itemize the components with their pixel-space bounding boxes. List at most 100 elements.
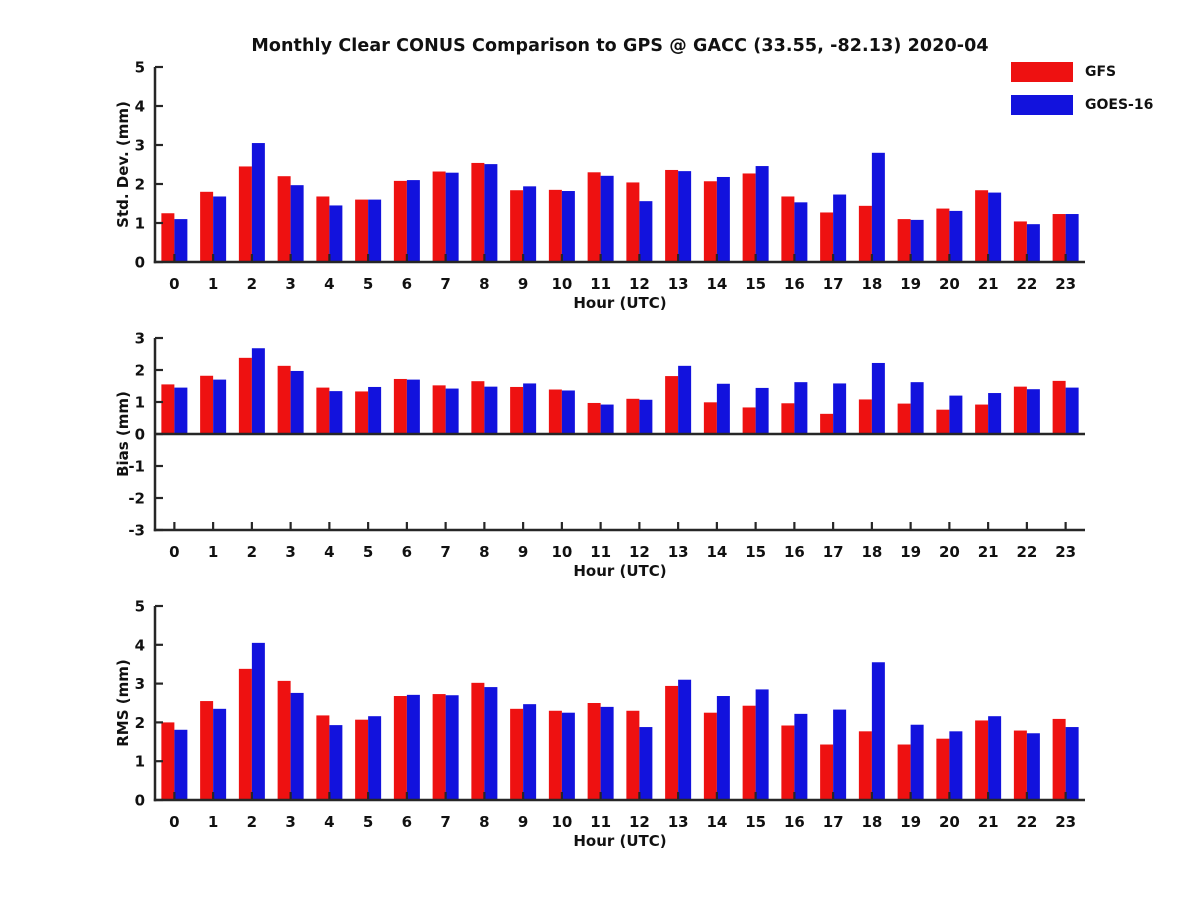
bar-gfs: [781, 403, 795, 434]
bar-goes16: [949, 210, 963, 262]
bar-gfs: [548, 710, 562, 800]
bar-goes16: [368, 716, 382, 800]
bar-goes16: [755, 387, 769, 434]
x-tick-label: 22: [1016, 275, 1037, 293]
x-tick-label: 4: [324, 813, 334, 831]
bar-gfs: [355, 719, 369, 800]
bar-gfs: [161, 722, 175, 800]
legend-label-gfs: GFS: [1085, 63, 1117, 80]
bar-gfs: [1052, 214, 1066, 262]
x-tick-label: 14: [706, 275, 727, 293]
bar-goes16: [716, 696, 730, 800]
x-tick-label: 8: [479, 275, 489, 293]
bar-gfs: [393, 378, 407, 434]
bar-gfs: [393, 696, 407, 800]
bar-gfs: [238, 357, 252, 434]
x-tick-label: 1: [208, 543, 218, 561]
x-tick-label: 10: [551, 543, 572, 561]
bar-gfs: [897, 219, 911, 262]
bar-gfs: [781, 196, 795, 262]
bar-goes16: [1065, 214, 1079, 262]
bar-goes16: [639, 727, 653, 800]
bar-gfs: [858, 399, 872, 434]
x-tick-label: 13: [668, 813, 689, 831]
bar-goes16: [484, 687, 498, 800]
x-tick-label: 5: [363, 813, 373, 831]
bar-goes16: [329, 391, 343, 434]
bar-goes16: [1065, 387, 1079, 434]
x-tick-label: 14: [706, 813, 727, 831]
y-tick-label: 5: [135, 598, 145, 616]
bar-goes16: [678, 679, 692, 800]
axis-label-y: Std. Dev. (mm): [114, 101, 132, 228]
bar-gfs: [200, 191, 214, 262]
x-tick-label: 4: [324, 275, 334, 293]
bar-goes16: [368, 199, 382, 262]
bar-goes16: [755, 166, 769, 262]
bar-gfs: [936, 409, 950, 434]
bar-goes16: [251, 642, 265, 800]
x-tick-label: 6: [402, 275, 412, 293]
bar-gfs: [1013, 730, 1027, 800]
y-tick-label: 4: [135, 636, 145, 654]
bar-gfs: [510, 386, 524, 434]
x-tick-label: 15: [745, 543, 766, 561]
bar-goes16: [368, 386, 382, 434]
bar-gfs: [471, 682, 485, 800]
bar-goes16: [329, 725, 343, 800]
bar-gfs: [587, 402, 601, 434]
x-tick-label: 16: [784, 275, 805, 293]
bar-goes16: [1065, 727, 1079, 800]
x-tick-label: 21: [978, 813, 999, 831]
bar-goes16: [251, 143, 265, 262]
bar-gfs: [1013, 386, 1027, 434]
bar-goes16: [445, 695, 459, 800]
bar-goes16: [910, 724, 924, 800]
axis-label-x: Hour (UTC): [573, 832, 666, 850]
bar-gfs: [703, 181, 717, 262]
bar-gfs: [626, 710, 640, 800]
bar-gfs: [665, 169, 679, 262]
y-tick-label: -1: [128, 458, 145, 476]
bar-goes16: [445, 172, 459, 262]
x-tick-label: 22: [1016, 813, 1037, 831]
bar-goes16: [949, 395, 963, 434]
x-tick-label: 3: [285, 275, 295, 293]
bar-goes16: [716, 176, 730, 262]
legend: GFS GOES-16: [1011, 61, 1153, 127]
bar-gfs: [200, 375, 214, 434]
bar-gfs: [975, 190, 989, 262]
bar-goes16: [406, 180, 420, 262]
bar-goes16: [290, 185, 304, 262]
x-tick-label: 15: [745, 813, 766, 831]
x-tick-label: 8: [479, 543, 489, 561]
y-tick-label: 1: [135, 753, 145, 771]
bar-goes16: [600, 175, 614, 262]
bar-goes16: [213, 379, 227, 434]
bar-gfs: [355, 199, 369, 262]
x-tick-label: 15: [745, 275, 766, 293]
bar-goes16: [561, 390, 575, 434]
bar-gfs: [975, 404, 989, 434]
x-tick-label: 1: [208, 275, 218, 293]
x-tick-label: 6: [402, 543, 412, 561]
bar-goes16: [833, 194, 847, 262]
x-tick-label: 7: [440, 275, 450, 293]
bar-gfs: [548, 189, 562, 262]
bar-goes16: [1026, 733, 1040, 800]
x-tick-label: 14: [706, 543, 727, 561]
bar-goes16: [871, 662, 885, 800]
bar-gfs: [742, 407, 756, 434]
x-tick-label: 0: [169, 275, 179, 293]
bar-goes16: [406, 379, 420, 434]
bar-goes16: [600, 706, 614, 800]
x-tick-label: 22: [1016, 543, 1037, 561]
y-tick-label: 0: [135, 426, 145, 444]
bar-goes16: [561, 712, 575, 800]
bar-gfs: [432, 171, 446, 262]
bar-gfs: [432, 694, 446, 800]
x-tick-label: 12: [629, 543, 650, 561]
bar-goes16: [523, 704, 537, 800]
